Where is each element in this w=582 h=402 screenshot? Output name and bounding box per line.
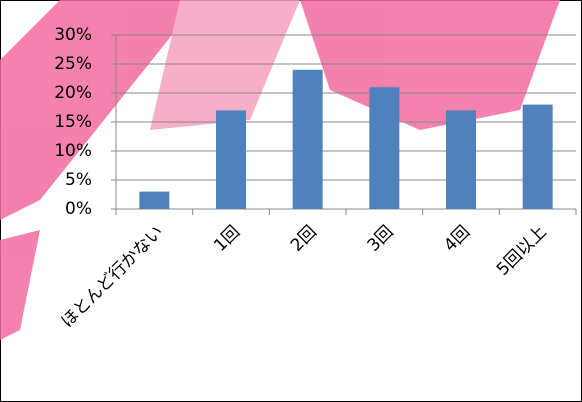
watermark <box>0 0 560 340</box>
bar <box>446 110 476 209</box>
y-tick-label: 20% <box>54 83 92 103</box>
y-tick-label: 15% <box>54 112 92 132</box>
bar <box>216 110 246 209</box>
bar <box>139 191 170 209</box>
y-tick-label: 10% <box>54 141 92 161</box>
bar <box>369 87 400 209</box>
y-tick-label: 5% <box>65 170 92 190</box>
y-tick-label: 25% <box>54 54 92 74</box>
bar <box>292 69 323 209</box>
y-tick-label: 30% <box>54 25 92 45</box>
y-tick-label: 0% <box>65 199 92 219</box>
bar <box>522 104 553 209</box>
